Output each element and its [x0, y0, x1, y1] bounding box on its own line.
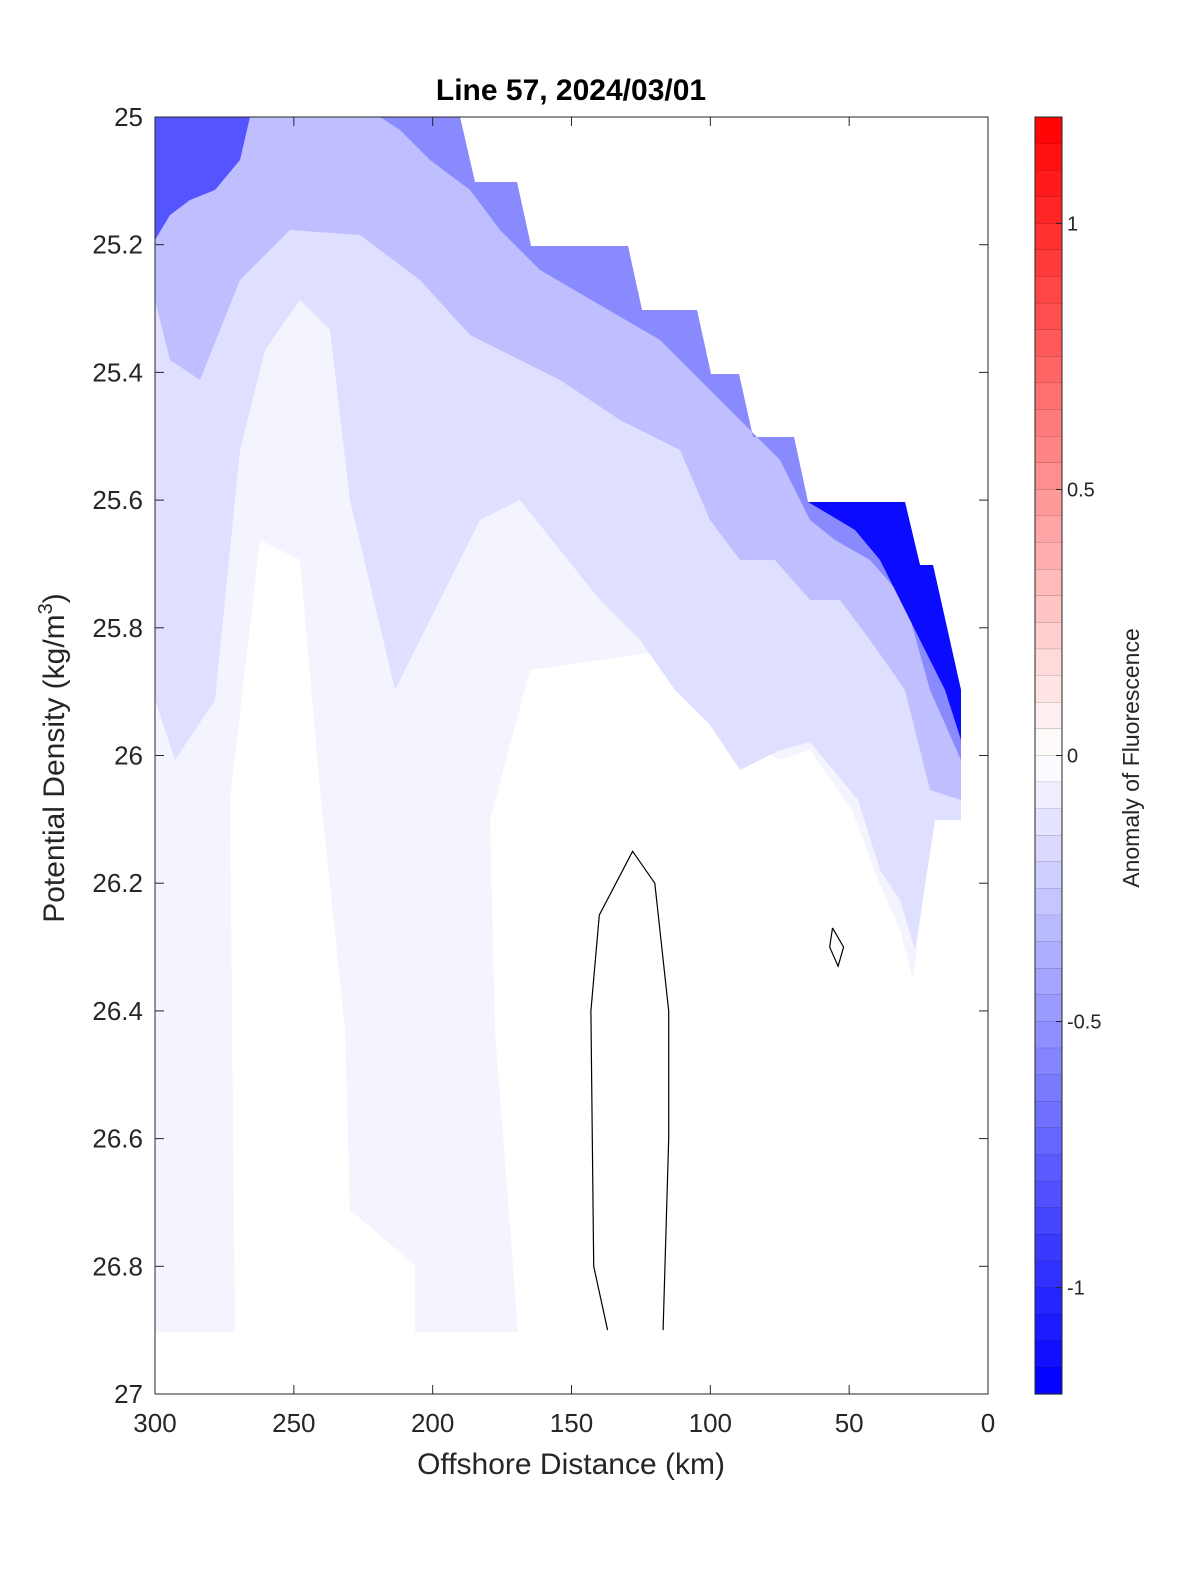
- colorbar-swatch: [1035, 303, 1062, 331]
- colorbar-swatch: [1035, 595, 1062, 624]
- y-tick-label: 26.4: [92, 996, 143, 1026]
- colorbar-swatch: [1035, 968, 1062, 996]
- colorbar-swatch: [1035, 1127, 1062, 1156]
- colorbar-tick-label: 0: [1067, 746, 1078, 768]
- colorbar-swatch: [1035, 117, 1062, 145]
- colorbar-swatch: [1035, 941, 1062, 969]
- colorbar-swatch: [1035, 1048, 1062, 1076]
- colorbar-tick-label: -0.5: [1067, 1012, 1101, 1034]
- colorbar-swatch: [1035, 436, 1062, 464]
- x-axis: 300 250 200 150 100 50 0: [133, 117, 995, 1438]
- colorbar-swatch: [1035, 622, 1062, 650]
- colorbar-swatch: [1035, 516, 1062, 544]
- colorbar: 1 0.5 0 -0.5 -1: [1034, 116, 1101, 1395]
- colorbar-swatch: [1035, 1260, 1062, 1289]
- colorbar-swatch: [1035, 861, 1062, 890]
- colorbar-swatch: [1035, 1340, 1062, 1368]
- colorbar-swatch: [1035, 649, 1062, 677]
- x-tick-label: 100: [689, 1408, 732, 1438]
- y-tick-label: 25: [114, 102, 143, 132]
- colorbar-swatch: [1035, 1287, 1062, 1315]
- colorbar-tick-label: 1: [1067, 213, 1078, 235]
- x-tick-label: 0: [981, 1408, 995, 1438]
- y-axis-label: Potential Density (kg/m3): [35, 593, 71, 923]
- colorbar-swatch: [1035, 1101, 1062, 1129]
- y-tick-label: 26.6: [92, 1124, 143, 1154]
- y-tick-label: 27: [114, 1379, 143, 1409]
- colorbar-swatch: [1035, 329, 1062, 358]
- colorbar-swatch: [1035, 196, 1062, 225]
- y-tick-label: 25.8: [92, 613, 143, 643]
- colorbar-swatch: [1035, 356, 1062, 384]
- zero-contour-lines: [590, 850, 845, 1331]
- colorbar-swatch: [1035, 1367, 1062, 1395]
- zero-contour-line-2: [829, 927, 845, 968]
- x-tick-label: 250: [272, 1408, 315, 1438]
- chart-title: Line 57, 2024/03/01: [436, 74, 706, 107]
- y-tick-label: 26: [114, 741, 143, 771]
- colorbar-label: Anomaly of Fluorescence: [1118, 628, 1144, 888]
- x-tick-label: 200: [411, 1408, 454, 1438]
- colorbar-swatch: [1035, 143, 1062, 171]
- y-axis: 25 25.2 25.4 25.6 25.8 26 26.2 26.4 26.6 26.8 27: [92, 102, 988, 1409]
- contour-fill-level-5: [155, 117, 250, 240]
- y-tick-label: 25.6: [92, 485, 143, 515]
- colorbar-swatch: [1035, 782, 1062, 810]
- y-tick-label: 26.2: [92, 868, 143, 898]
- colorbar-swatch: [1035, 250, 1062, 278]
- colorbar-swatch: [1035, 728, 1062, 757]
- colorbar-swatch: [1035, 1154, 1062, 1182]
- y-axis-label-main: Potential Density (kg/m: [38, 614, 71, 922]
- colorbar-swatch: [1035, 702, 1062, 730]
- y-tick-label: 25.2: [92, 230, 143, 260]
- colorbar-tick-label: 0.5: [1067, 479, 1095, 501]
- colorbar-swatch: [1035, 170, 1062, 198]
- y-axis-label-superscript: 3: [35, 603, 57, 614]
- colorbar-swatch: [1035, 1181, 1062, 1209]
- y-axis-label-close: ): [38, 593, 71, 603]
- colorbar-swatch: [1035, 755, 1062, 783]
- contour-fill-level-6: [808, 502, 961, 740]
- colorbar-swatch: [1035, 542, 1062, 570]
- colorbar-swatch: [1035, 276, 1062, 304]
- x-axis-label: Offshore Distance (km): [417, 1448, 725, 1481]
- x-tick-label: 50: [835, 1408, 864, 1438]
- colorbar-swatch: [1035, 994, 1062, 1023]
- colorbar-swatch: [1035, 462, 1062, 491]
- colorbar-swatch: [1035, 1074, 1062, 1102]
- colorbar-swatch: [1035, 223, 1062, 251]
- colorbar-swatch: [1035, 835, 1062, 863]
- contour-fill-level-2: [155, 117, 961, 950]
- x-tick-label: 300: [133, 1408, 176, 1438]
- colorbar-swatch: [1035, 1021, 1062, 1049]
- colorbar-swatch: [1035, 888, 1062, 916]
- colorbar-swatch: [1035, 675, 1062, 703]
- colorbar-swatch: [1035, 569, 1062, 597]
- colorbar-swatch: [1035, 808, 1062, 836]
- y-tick-label: 26.8: [92, 1251, 143, 1281]
- colorbar-swatch: [1035, 1234, 1062, 1262]
- y-tick-label: 25.4: [92, 357, 143, 387]
- colorbar-swatch: [1035, 1207, 1062, 1235]
- colorbar-swatch: [1035, 383, 1062, 411]
- colorbar-swatch: [1035, 409, 1062, 437]
- colorbar-swatch: [1035, 915, 1062, 943]
- colorbar-tick-label: -1: [1067, 1278, 1085, 1300]
- colorbar-swatch: [1035, 1314, 1062, 1342]
- x-tick-label: 150: [550, 1408, 593, 1438]
- contour-fill-layers: [155, 117, 961, 1332]
- zero-contour-line-1: [590, 850, 670, 1331]
- colorbar-swatch: [1035, 489, 1062, 517]
